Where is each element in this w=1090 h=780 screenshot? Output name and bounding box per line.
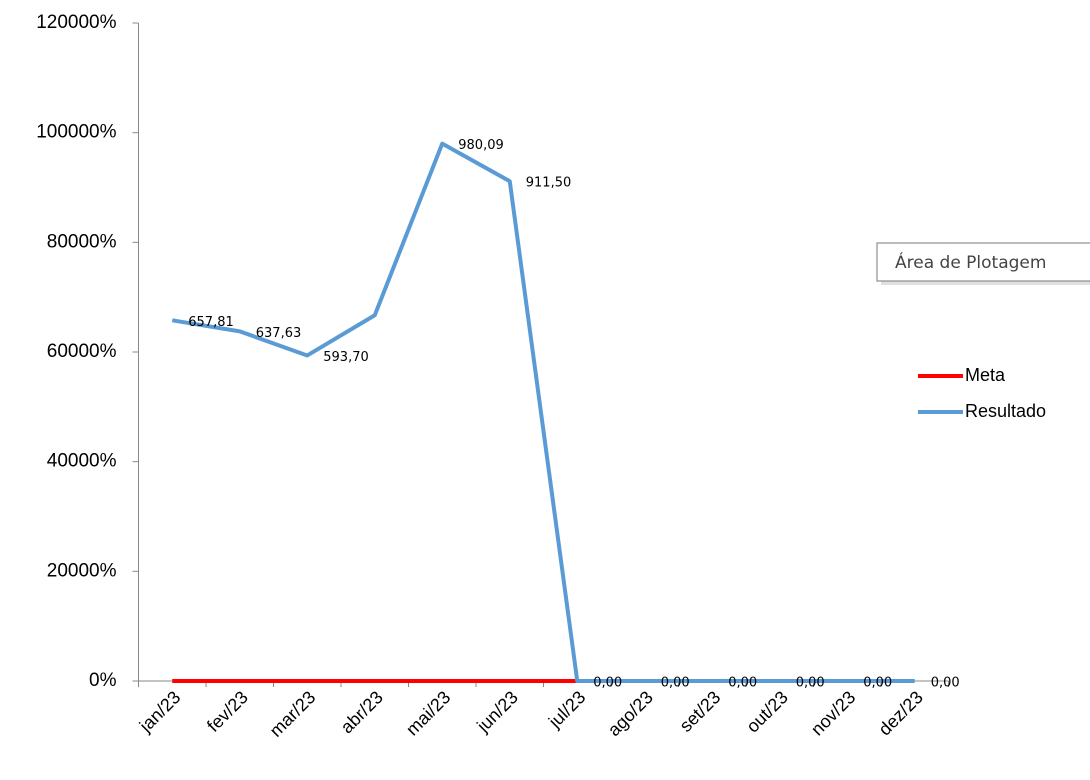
x-tick-label: jul/23: [544, 687, 589, 732]
y-tick-label: 80000%: [47, 231, 117, 252]
data-label: 0,00: [728, 676, 757, 691]
series-line: [171, 141, 915, 683]
x-tick-label: dez/23: [875, 687, 927, 739]
x-tick-label: mar/23: [266, 687, 320, 741]
legend-label: Resultado: [965, 401, 1046, 421]
legend-label: Meta: [965, 365, 1006, 385]
tooltip-box: [876, 242, 1090, 282]
tooltip-text: Área de Plotagem: [895, 251, 1046, 273]
data-label: 0,00: [661, 676, 690, 691]
x-tick-label: jun/23: [472, 687, 522, 737]
data-label: 911,50: [526, 176, 572, 191]
y-tick-label: 120000%: [36, 12, 116, 33]
x-tick-label: out/23: [742, 687, 792, 737]
data-label: 0,00: [863, 676, 892, 691]
x-tick-label: ago/23: [604, 687, 657, 740]
data-label: 0,00: [796, 676, 825, 691]
x-tick-label: nov/23: [807, 687, 859, 739]
tooltip: Área de Plotagem: [876, 242, 1090, 285]
data-label: 0,00: [593, 676, 622, 691]
x-tick-label: abr/23: [337, 687, 387, 737]
y-tick-label: 60000%: [47, 341, 117, 362]
x-tick-label: jan/23: [135, 687, 185, 737]
y-tick-label: 40000%: [47, 451, 117, 472]
data-label: 657,81: [188, 315, 234, 330]
y-tick-label: 20000%: [47, 560, 117, 581]
x-tick-label: mai/23: [402, 687, 454, 739]
data-label: 980,09: [458, 138, 504, 153]
data-label: 637,63: [256, 326, 302, 341]
x-tick-label: set/23: [676, 687, 725, 736]
y-tick-label: 0%: [89, 670, 117, 691]
data-label: 0,00: [931, 676, 960, 691]
y-tick-label: 100000%: [36, 122, 116, 143]
x-tick-label: fev/23: [203, 687, 252, 736]
data-label: 593,70: [323, 350, 369, 365]
